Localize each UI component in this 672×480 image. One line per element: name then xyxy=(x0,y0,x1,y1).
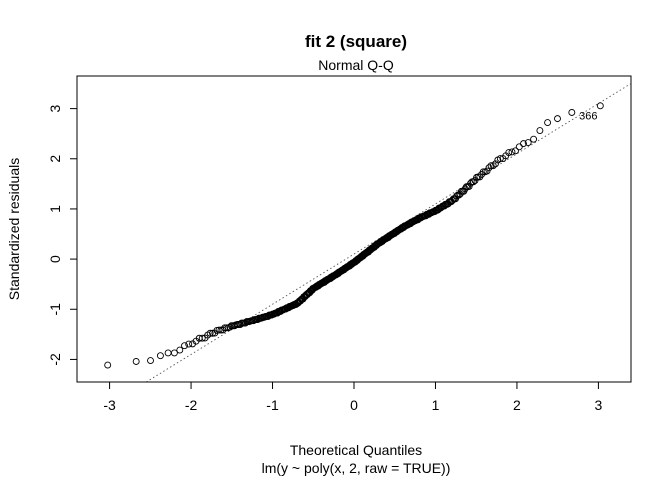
data-point xyxy=(181,342,188,350)
point-label: 366 xyxy=(579,111,597,123)
x-tick-label: -1 xyxy=(266,397,279,413)
data-point xyxy=(479,168,487,176)
x-tick-label: 3 xyxy=(595,397,603,413)
data-point xyxy=(496,155,504,163)
x-axis-sublabel: lm(y ~ poly(x, 2, raw = TRUE)) xyxy=(262,460,451,476)
chart-subtitle: Normal Q-Q xyxy=(318,57,394,73)
data-point xyxy=(156,352,164,360)
data-point xyxy=(524,139,532,147)
x-axis-label: Theoretical Quantiles xyxy=(290,442,422,458)
y-axis: -2 -1 0 1 2 3 xyxy=(47,105,78,366)
data-point xyxy=(512,147,519,155)
data-point xyxy=(554,115,561,123)
chart-title: fit 2 (square) xyxy=(305,32,407,51)
data-point xyxy=(568,109,576,116)
x-axis: -3 -2 -1 0 1 2 3 xyxy=(103,381,603,413)
data-point xyxy=(185,340,193,348)
y-tick-label: 2 xyxy=(47,155,63,163)
data-point xyxy=(221,324,229,332)
data-point xyxy=(520,140,527,148)
data-point xyxy=(170,349,178,357)
data-point xyxy=(198,334,206,342)
data-point xyxy=(492,160,499,168)
point-labels: 366 xyxy=(579,111,597,123)
data-point xyxy=(215,326,223,334)
data-point xyxy=(544,119,552,127)
data-point xyxy=(487,162,495,170)
y-tick-label: -2 xyxy=(47,353,63,366)
y-tick-label: 3 xyxy=(47,105,63,113)
data-point xyxy=(206,329,214,337)
data-point xyxy=(536,127,544,134)
data-point xyxy=(164,349,172,357)
data-point xyxy=(508,148,516,156)
x-tick-label: 1 xyxy=(432,397,440,413)
data-point xyxy=(176,346,184,354)
x-tick-label: 2 xyxy=(513,397,521,413)
data-point xyxy=(530,135,538,143)
data-point xyxy=(147,357,154,364)
data-point xyxy=(132,358,140,365)
data-point xyxy=(515,143,523,151)
data-point xyxy=(104,361,112,369)
x-tick-label: 0 xyxy=(350,397,358,413)
data-point xyxy=(226,323,234,331)
y-tick-label: 0 xyxy=(47,255,63,263)
data-point xyxy=(485,164,493,172)
data-point xyxy=(455,191,463,199)
plot-frame xyxy=(76,75,632,383)
y-axis-label: Standardized residuals xyxy=(6,158,22,300)
data-point xyxy=(505,149,513,156)
x-tick-label: -3 xyxy=(103,397,116,413)
y-tick-label: 1 xyxy=(47,205,63,213)
data-point xyxy=(448,197,456,204)
x-tick-label: -2 xyxy=(185,397,198,413)
data-point xyxy=(489,162,497,170)
data-points xyxy=(104,102,604,369)
y-tick-label: -1 xyxy=(47,303,63,316)
data-point xyxy=(596,102,604,110)
data-point xyxy=(483,167,491,175)
